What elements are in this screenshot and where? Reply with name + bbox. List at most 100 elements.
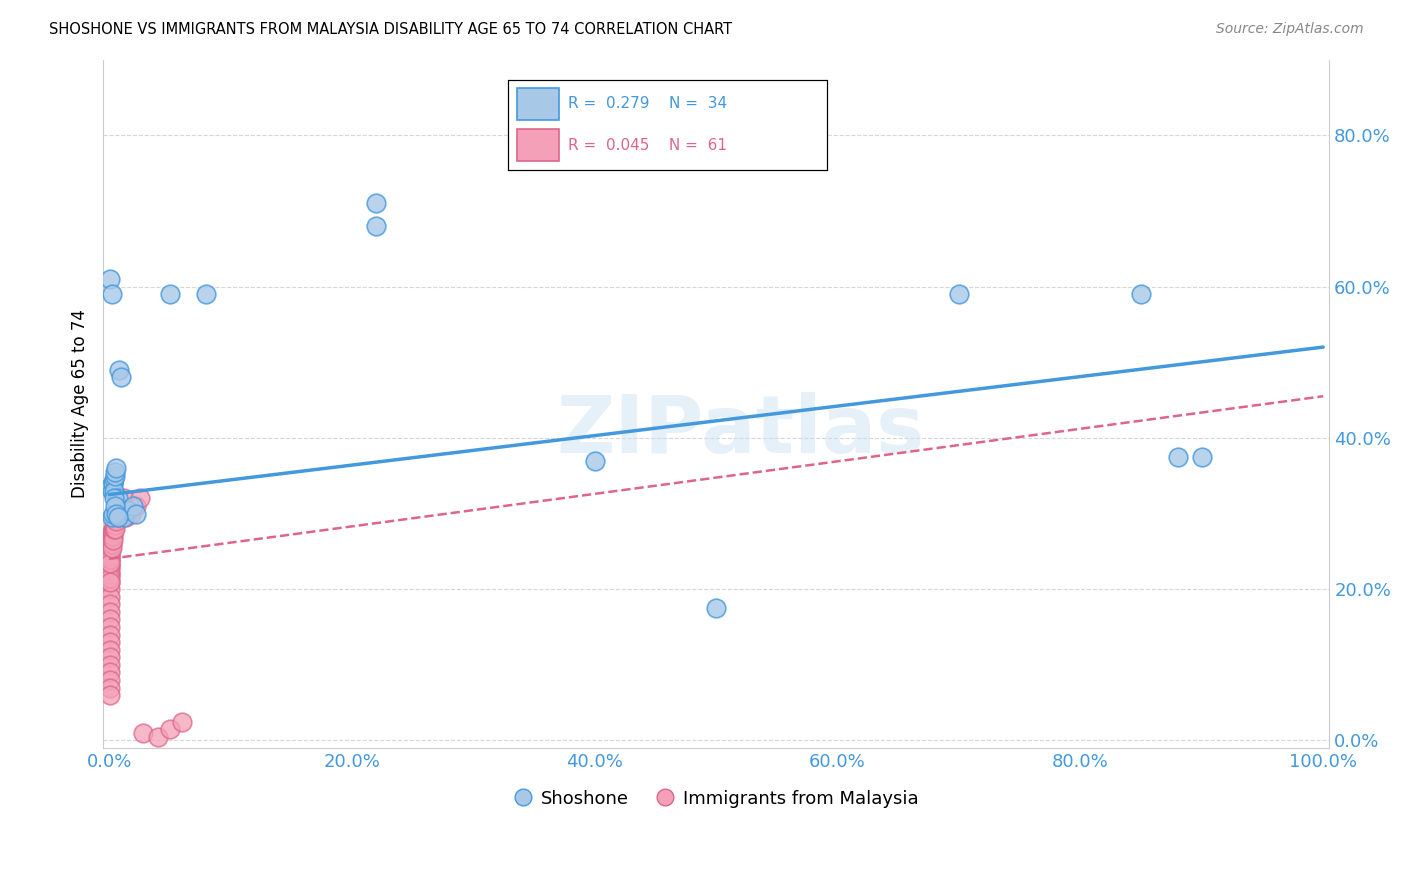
Point: [98, 574, 121, 589]
Point: [103, 473, 125, 487]
Point: [100, 556, 122, 570]
Point: [110, 370, 132, 384]
Point: [195, 287, 218, 301]
Point: [105, 514, 128, 528]
Point: [1130, 287, 1153, 301]
Point: [104, 522, 127, 536]
Point: [98, 559, 121, 574]
Point: [100, 537, 122, 551]
Point: [1191, 450, 1213, 464]
Point: [101, 529, 124, 543]
Point: [101, 476, 124, 491]
Point: [948, 287, 970, 301]
Point: [112, 510, 135, 524]
Point: [366, 196, 388, 211]
Point: [104, 468, 127, 483]
Point: [98, 544, 121, 558]
Point: [100, 563, 122, 577]
Text: ZIPatlas: ZIPatlas: [557, 392, 925, 470]
Point: [100, 533, 122, 547]
Point: [100, 548, 122, 562]
Point: [101, 525, 124, 540]
Point: [100, 571, 122, 585]
Point: [117, 502, 139, 516]
Point: [98, 681, 121, 695]
Point: [132, 726, 155, 740]
Point: [1166, 450, 1188, 464]
Point: [103, 491, 125, 506]
Point: [98, 673, 121, 687]
Point: [103, 483, 125, 498]
Point: [101, 507, 124, 521]
Point: [112, 491, 135, 506]
Point: [100, 483, 122, 498]
Point: [105, 461, 128, 475]
Point: [583, 453, 606, 467]
Point: [98, 590, 121, 604]
Point: [107, 491, 129, 506]
Point: [103, 522, 125, 536]
Point: [120, 507, 142, 521]
Point: [100, 556, 122, 570]
Point: [100, 541, 122, 555]
Point: [110, 499, 132, 513]
Legend: Shoshone, Immigrants from Malaysia: Shoshone, Immigrants from Malaysia: [506, 782, 927, 814]
Text: Source: ZipAtlas.com: Source: ZipAtlas.com: [1216, 22, 1364, 37]
Point: [98, 627, 121, 641]
Point: [366, 219, 388, 233]
Point: [98, 552, 121, 566]
Point: [100, 544, 122, 558]
Point: [100, 574, 122, 589]
Point: [98, 612, 121, 626]
Point: [125, 507, 148, 521]
Point: [104, 499, 127, 513]
Point: [98, 657, 121, 672]
Point: [122, 499, 145, 513]
Point: [101, 476, 124, 491]
Point: [98, 635, 121, 649]
Point: [98, 605, 121, 619]
Point: [107, 510, 129, 524]
Point: [100, 287, 122, 301]
Point: [100, 541, 122, 555]
Point: [100, 559, 122, 574]
Point: [100, 548, 122, 562]
Point: [108, 363, 131, 377]
Point: [159, 722, 181, 736]
Point: [104, 465, 127, 479]
Point: [98, 567, 121, 582]
Point: [104, 517, 127, 532]
Point: [100, 272, 122, 286]
Point: [100, 529, 122, 543]
Point: [98, 597, 121, 611]
Point: [98, 688, 121, 702]
Point: [125, 499, 148, 513]
Point: [115, 510, 138, 524]
Y-axis label: Disability Age 65 to 74: Disability Age 65 to 74: [72, 310, 89, 499]
Point: [100, 541, 122, 555]
Point: [101, 522, 124, 536]
Point: [100, 552, 122, 566]
Point: [100, 510, 122, 524]
Point: [146, 730, 169, 744]
Point: [100, 480, 122, 494]
Point: [98, 650, 121, 665]
Point: [128, 491, 150, 506]
Point: [98, 665, 121, 680]
Point: [98, 620, 121, 634]
Point: [107, 510, 129, 524]
Point: [103, 517, 125, 532]
Point: [704, 601, 727, 615]
Text: SHOSHONE VS IMMIGRANTS FROM MALAYSIA DISABILITY AGE 65 TO 74 CORRELATION CHART: SHOSHONE VS IMMIGRANTS FROM MALAYSIA DIS…: [49, 22, 733, 37]
Point: [100, 552, 122, 566]
Point: [105, 507, 128, 521]
Point: [108, 507, 131, 521]
Point: [170, 714, 193, 729]
Point: [101, 533, 124, 547]
Point: [98, 642, 121, 657]
Point: [100, 525, 122, 540]
Point: [159, 287, 181, 301]
Point: [100, 567, 122, 582]
Point: [100, 544, 122, 558]
Point: [98, 582, 121, 596]
